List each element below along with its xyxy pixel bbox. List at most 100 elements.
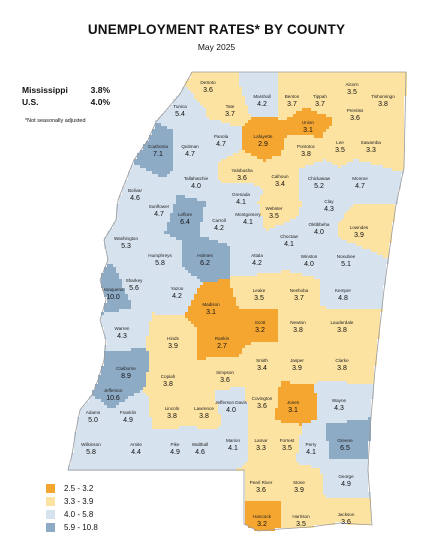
county-name-label: Adams	[86, 410, 101, 415]
county-benton	[278, 72, 305, 120]
county-name-label: Lauderdale	[331, 320, 354, 325]
legend-label: 2.5 - 3.2	[64, 484, 94, 493]
county-value-label: 4.2	[257, 101, 267, 108]
county-name-label: Coahoma	[148, 144, 168, 149]
county-shape	[302, 186, 353, 222]
county-union	[281, 108, 332, 138]
county-choctaw	[266, 216, 308, 261]
county-pike	[155, 426, 188, 471]
county-value-label: 4.3	[117, 333, 127, 340]
county-value-label: 3.6	[341, 519, 351, 526]
county-value-label: 3.8	[337, 365, 347, 372]
county-leake	[230, 273, 278, 309]
county-lincoln	[149, 393, 188, 429]
county-pearl-river	[236, 462, 281, 501]
county-chickasaw	[299, 159, 341, 201]
county-name-label: Covington	[252, 396, 273, 401]
county-name-label: Marshall	[253, 94, 270, 99]
county-shape	[278, 270, 320, 309]
county-name-label: Madison	[202, 302, 220, 307]
stat-row-us: U.S. 4.0%	[22, 96, 110, 108]
county-shape	[296, 420, 329, 468]
county-name-label: Pearl River	[250, 480, 273, 485]
county-value-label: 3.1	[303, 127, 313, 134]
county-franklin	[110, 390, 152, 435]
county-value-label: 3.8	[167, 413, 177, 420]
county-shape	[275, 381, 317, 426]
county-name-label: Tunica	[173, 104, 187, 109]
county-shape	[197, 318, 245, 360]
legend-item: 5.9 - 10.8	[46, 521, 98, 534]
county-name-label: Lamar	[254, 438, 267, 443]
county-name-label: Leflore	[178, 212, 192, 217]
county-name-label: Noxubee	[337, 254, 356, 259]
county-name-label: Calhoun	[271, 174, 289, 179]
county-shape	[341, 159, 404, 204]
stat-label: U.S.	[22, 97, 39, 107]
county-neshoba	[278, 270, 320, 309]
county-shape	[281, 501, 323, 528]
county-value-label: 4.0	[191, 183, 201, 190]
county-labels: DeSoto 3.6 Marshall 4.2 Benton 3.7 Tippah 3.7 Al…	[81, 80, 395, 528]
county-value-label: 2.7	[217, 343, 227, 350]
county-value-label: 3.8	[163, 381, 173, 388]
county-shape	[164, 162, 221, 201]
county-walthall	[188, 426, 221, 471]
county-shape	[320, 306, 383, 342]
county-value-label: 5.8	[86, 449, 96, 456]
county-shape	[365, 72, 407, 126]
county-name-label: Quitman	[181, 144, 199, 149]
county-shape	[266, 216, 308, 261]
county-shape	[245, 501, 281, 531]
county-value-label: 3.5	[282, 445, 292, 452]
county-prentiss	[332, 99, 377, 132]
county-name-label: Sunflower	[149, 204, 170, 209]
county-wayne	[314, 381, 374, 423]
county-value-label: 5.2	[314, 183, 324, 190]
county-shape	[155, 87, 206, 129]
county-name-label: Wayne	[332, 398, 347, 403]
county-name-label: Jackson	[338, 512, 355, 517]
county-name-label: Monroe	[352, 176, 368, 181]
county-value-label: 4.1	[243, 219, 253, 226]
county-value-label: 4.3	[334, 405, 344, 412]
county-value-label: 3.7	[287, 101, 297, 108]
county-marion	[215, 423, 248, 471]
county-value-label: 4.1	[228, 445, 238, 452]
county-shape	[320, 342, 377, 384]
county-name-label: Washington	[114, 236, 139, 241]
stat-value: 3.8%	[90, 85, 110, 95]
county-name-label: Alcorn	[345, 82, 358, 87]
county-value-label: 4.6	[195, 449, 205, 456]
county-name-label: Union	[302, 120, 314, 125]
county-name-label: Jefferson Davis	[215, 400, 247, 405]
county-value-label: 5.6	[129, 285, 139, 292]
county-adams	[77, 396, 110, 432]
county-shape	[188, 384, 221, 429]
county-name-label: Kemper	[335, 288, 352, 293]
county-marshall	[239, 72, 278, 117]
legend-swatch	[46, 497, 55, 506]
county-name-label: Winston	[301, 254, 318, 259]
county-grenada	[215, 183, 263, 210]
county-value-label: 3.1	[288, 407, 298, 414]
county-noxubee	[329, 237, 389, 279]
county-shape	[149, 267, 203, 315]
county-name-label: Simpson	[216, 370, 234, 375]
county-shape	[275, 420, 302, 465]
county-coahoma	[134, 123, 173, 177]
county-shape	[77, 396, 110, 432]
county-shape	[104, 213, 152, 264]
county-name-label: Tippah	[313, 94, 327, 99]
county-oktibbeha	[299, 207, 338, 246]
county-name-label: Webster	[265, 206, 282, 211]
county-shape	[200, 117, 242, 162]
county-name-label: Greene	[337, 438, 353, 443]
county-lowndes	[338, 204, 395, 258]
county-value-label: 3.6	[203, 87, 213, 94]
county-shape	[218, 150, 263, 186]
county-value-label: 4.0	[304, 261, 314, 268]
county-name-label: Tishomingo	[371, 94, 395, 99]
county-shape	[101, 348, 149, 390]
county-name-label: Forrest	[280, 438, 295, 443]
